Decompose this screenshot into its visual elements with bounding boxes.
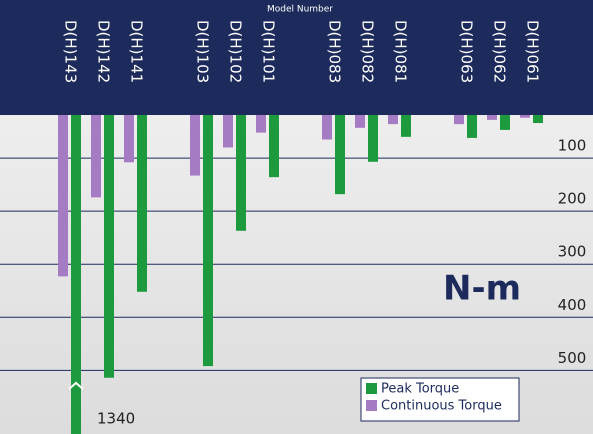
y-tick-label: 200: [558, 190, 587, 208]
bar: [137, 105, 147, 292]
bar: [368, 105, 378, 162]
x-tick-label: D(H)081: [392, 20, 410, 83]
bar: [91, 105, 101, 198]
legend-box: [360, 377, 520, 422]
x-tick-label: D(H)141: [128, 20, 146, 83]
y-tick-label: 400: [558, 296, 587, 314]
legend-swatch: [366, 383, 377, 394]
bar: [500, 105, 510, 130]
legend-label: Continuous Torque: [381, 399, 502, 414]
bar: [322, 105, 332, 140]
x-tick-label: D(H)101: [260, 20, 278, 83]
x-tick-label: D(H)061: [524, 20, 542, 83]
x-tick-label: D(H)103: [194, 20, 212, 83]
x-tick-label: D(H)062: [491, 20, 509, 83]
bar: [236, 105, 246, 231]
bar: [335, 105, 345, 195]
x-tick-label: D(H)143: [62, 20, 80, 83]
bar: [269, 105, 279, 178]
bar: [223, 105, 233, 148]
x-tick-label: D(H)063: [458, 20, 476, 83]
bar: [190, 105, 200, 176]
bar: [256, 105, 266, 133]
y-tick-label: 500: [558, 349, 587, 367]
bar: [104, 105, 114, 378]
header-band: [0, 0, 593, 115]
bar: [71, 105, 81, 434]
value-label: 1340: [97, 410, 135, 428]
y-tick-label: 300: [558, 243, 587, 261]
legend-label: Peak Torque: [381, 382, 459, 397]
unit-label: N-m: [443, 269, 521, 309]
break-mark: [68, 381, 84, 390]
chart-title: Model Number: [267, 5, 333, 15]
legend-swatch: [366, 400, 377, 411]
x-tick-label: D(H)083: [326, 20, 344, 83]
x-tick-label: D(H)142: [95, 20, 113, 83]
x-tick-label: D(H)082: [359, 20, 377, 83]
bar: [401, 105, 411, 137]
bar: [203, 105, 213, 367]
bar: [467, 105, 477, 138]
bar: [355, 105, 365, 128]
x-tick-label: D(H)102: [227, 20, 245, 83]
bar: [58, 105, 68, 277]
y-tick-label: 100: [558, 137, 587, 155]
bar: [124, 105, 134, 163]
